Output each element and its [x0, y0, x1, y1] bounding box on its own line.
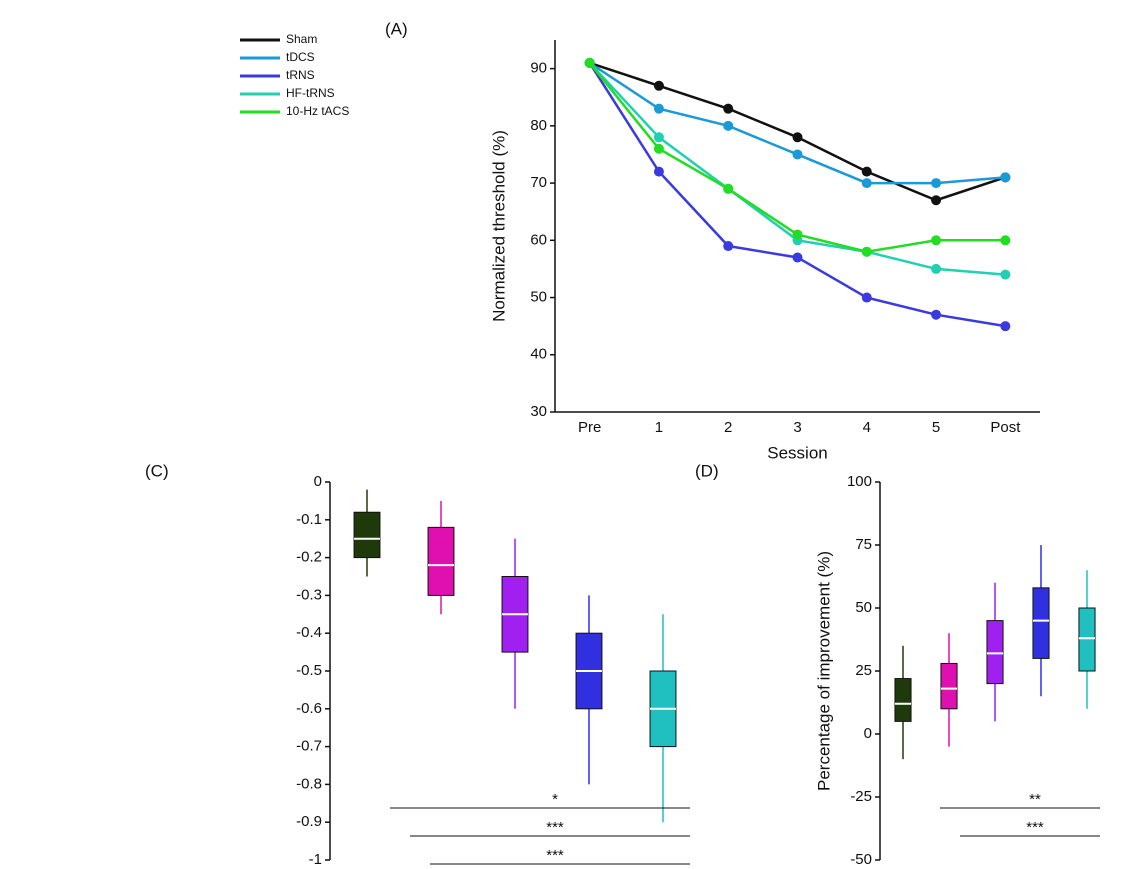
x-tick-label: 3	[793, 419, 801, 436]
significance-label: ***	[546, 847, 564, 864]
data-point	[654, 167, 664, 177]
x-axis-label: Session	[767, 443, 827, 462]
data-point	[931, 310, 941, 320]
data-point	[931, 264, 941, 274]
data-point	[1000, 270, 1010, 280]
data-point	[793, 132, 803, 142]
series-line	[590, 63, 1006, 326]
y-tick-label: 50	[530, 289, 547, 306]
box	[1033, 588, 1049, 659]
data-point	[654, 132, 664, 142]
y-tick-label: 75	[855, 536, 872, 553]
y-tick-label: 50	[855, 599, 872, 616]
y-tick-label: 60	[530, 231, 547, 248]
box	[428, 527, 454, 595]
significance-label: **	[1029, 791, 1041, 808]
y-tick-label: -0.5	[296, 662, 322, 679]
panel-label: (D)	[695, 461, 719, 480]
y-tick-label: 90	[530, 60, 547, 77]
legend-label: 10-Hz tACS	[286, 104, 349, 118]
data-point	[931, 235, 941, 245]
data-point	[793, 252, 803, 262]
x-tick-label: 2	[724, 419, 732, 436]
box	[1079, 608, 1095, 671]
y-tick-label: -0.7	[296, 738, 322, 755]
y-tick-label: -0.8	[296, 775, 322, 792]
data-point	[1000, 235, 1010, 245]
figure: (A) Pre 1 2 3 4 5 Post Session Sham tDCS tRNS HF-tRN…	[0, 0, 1128, 869]
y-tick-label: 30	[530, 403, 547, 420]
legend-label: tRNS	[286, 68, 315, 82]
data-point	[862, 178, 872, 188]
data-point	[585, 58, 595, 68]
y-tick-label: 80	[530, 117, 547, 134]
box	[354, 512, 380, 557]
y-tick-label: -0.2	[296, 549, 322, 566]
data-point	[862, 293, 872, 303]
y-tick-label: -0.1	[296, 511, 322, 528]
y-tick-label: 100	[847, 473, 872, 490]
y-tick-label: 0	[864, 725, 872, 742]
y-tick-label: -1	[309, 851, 322, 868]
x-tick-label: 5	[932, 419, 940, 436]
significance-label: ***	[1026, 819, 1044, 836]
panel-label: (A)	[385, 19, 408, 38]
y-tick-label: 70	[530, 174, 547, 191]
y-tick-label: -50	[850, 851, 872, 868]
x-tick-label: Pre	[578, 419, 601, 436]
y-tick-label: -0.3	[296, 586, 322, 603]
y-axis-label: Percentage of improvement (%)	[814, 551, 833, 791]
data-point	[654, 104, 664, 114]
data-point	[793, 149, 803, 159]
data-point	[723, 184, 733, 194]
y-tick-label: -25	[850, 788, 872, 805]
data-point	[1000, 172, 1010, 182]
box	[987, 621, 1003, 684]
legend-label: tDCS	[286, 50, 315, 64]
y-tick-label: -0.9	[296, 813, 322, 830]
data-point	[862, 167, 872, 177]
data-point	[654, 81, 664, 91]
y-tick-label: -0.6	[296, 700, 322, 717]
y-tick-label: 25	[855, 662, 872, 679]
y-tick-label: 40	[530, 346, 547, 363]
x-tick-label: 1	[655, 419, 663, 436]
data-point	[793, 230, 803, 240]
data-point	[931, 178, 941, 188]
data-point	[723, 104, 733, 114]
data-point	[723, 121, 733, 131]
y-tick-label: -0.4	[296, 624, 322, 641]
data-point	[723, 241, 733, 251]
x-tick-label: Post	[990, 419, 1021, 436]
legend-label: Sham	[286, 32, 317, 46]
data-point	[1000, 321, 1010, 331]
data-point	[654, 144, 664, 154]
data-point	[931, 195, 941, 205]
y-axis-label: Normalized threshold (%)	[489, 130, 508, 322]
significance-label: ***	[546, 819, 564, 836]
legend-label: HF-tRNS	[286, 86, 335, 100]
y-tick-label: 0	[314, 473, 322, 490]
box	[895, 679, 911, 722]
box	[941, 663, 957, 708]
data-point	[862, 247, 872, 257]
significance-label: *	[552, 791, 558, 808]
series-line	[590, 63, 1006, 183]
x-tick-label: 4	[863, 419, 871, 436]
panel-label: (C)	[145, 461, 169, 480]
